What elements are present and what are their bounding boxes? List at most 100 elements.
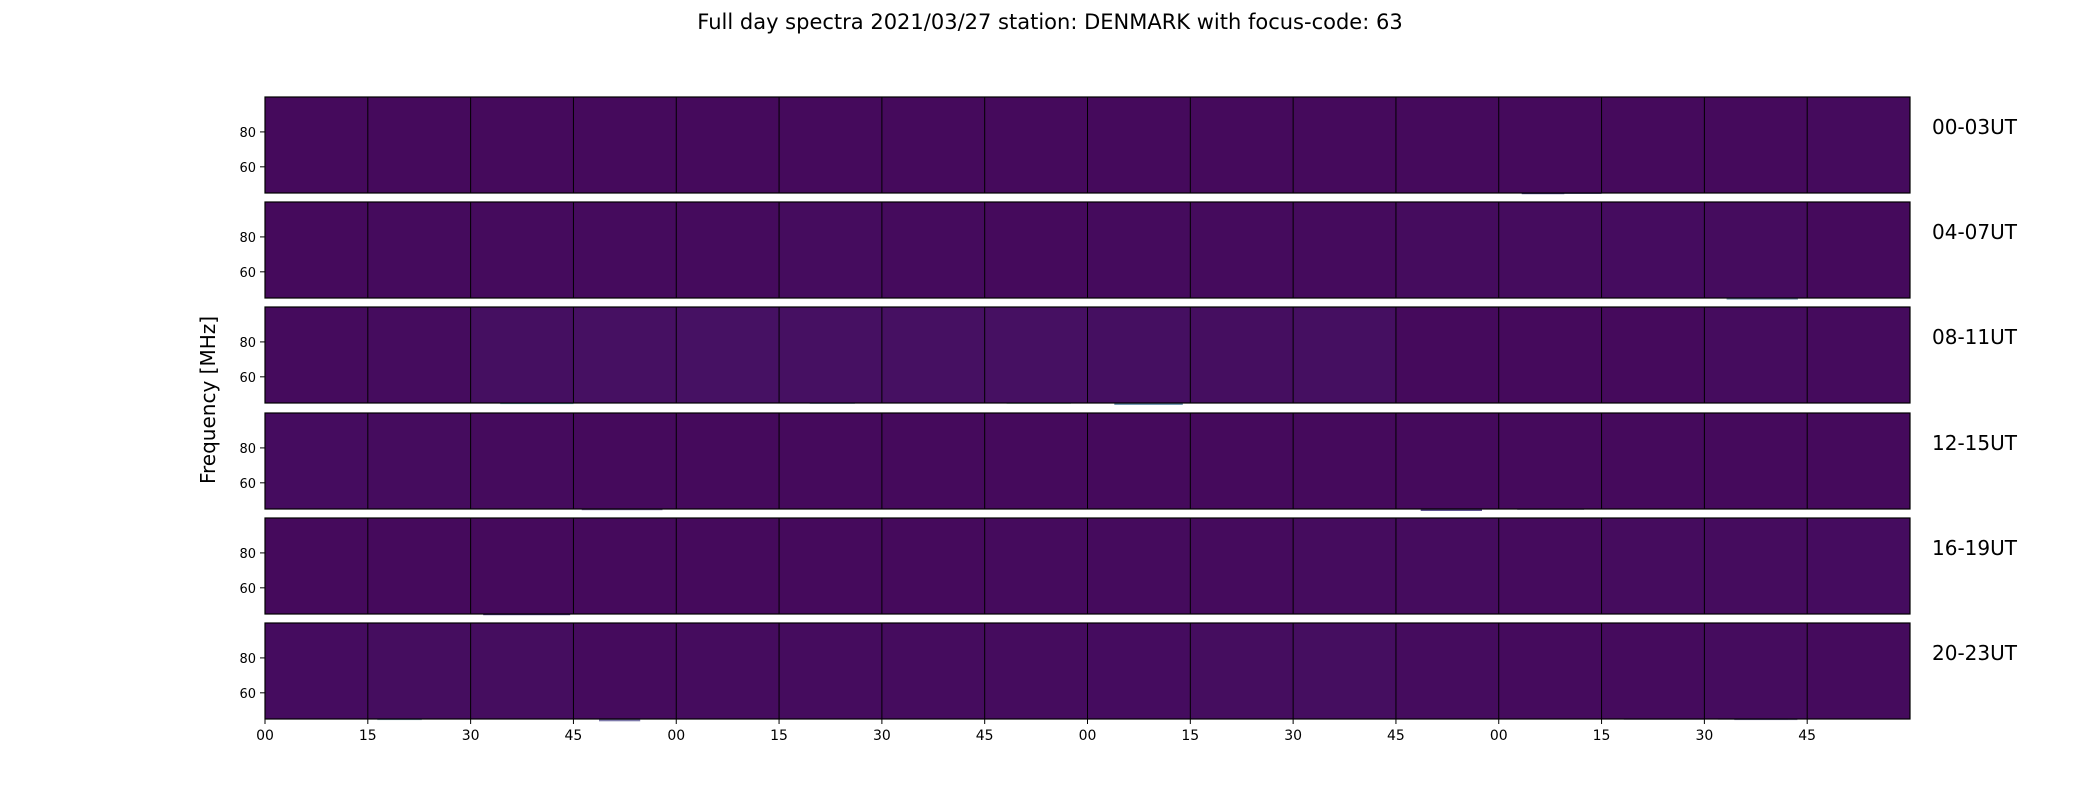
spectrum-panel: [984, 413, 1088, 509]
y-tick-label: 80: [239, 442, 256, 457]
spectrum-panel: [1807, 307, 1910, 403]
y-tick-label: 60: [239, 687, 256, 702]
y-tick-label: 80: [239, 336, 256, 351]
x-tick-label: 30: [873, 728, 891, 744]
spectrum-panel: [573, 202, 677, 298]
spectrum-panel: [779, 97, 882, 193]
spectrum-panel: [1190, 307, 1294, 403]
spectrum-panel: [1498, 623, 1602, 719]
y-tick-label: 60: [239, 266, 256, 281]
spectrum-panel: [676, 518, 780, 614]
row-frame: [264, 412, 1911, 510]
x-tick-label: 30: [1695, 728, 1713, 744]
spectrum-panel: [265, 413, 368, 509]
x-tick-label: 45: [1387, 728, 1405, 744]
row-frame: [264, 96, 1911, 194]
row-frame: [264, 201, 1911, 299]
spectrum-panel: [1498, 307, 1602, 403]
x-tick-label: 30: [462, 728, 480, 744]
y-tick-label: 80: [239, 547, 256, 562]
y-tick-label: 60: [239, 477, 256, 492]
spectrum-panel: [1087, 413, 1191, 509]
spectrum-panel: [984, 97, 1088, 193]
spectrum-panel: [881, 623, 985, 719]
x-tick-label: 45: [976, 728, 994, 744]
chart-title: Full day spectra 2021/03/27 station: DEN…: [697, 10, 1403, 34]
spectrum-panel: [676, 307, 780, 403]
spectrum-panel: [1601, 623, 1705, 719]
spectrum-panel: [779, 518, 882, 614]
spectrum-panel: [367, 413, 471, 509]
spectrum-panel: [1807, 97, 1910, 193]
x-tick-label: 00: [256, 728, 274, 744]
spectrum-panel: [573, 518, 677, 614]
spectrum-panel: [1601, 202, 1705, 298]
spectrum-panel: [573, 97, 677, 193]
spectrum-panel: [1395, 307, 1499, 403]
spectrum-panel: [1704, 97, 1808, 193]
spectrum-panel: [1087, 307, 1191, 403]
x-tick-label: 15: [1181, 728, 1199, 744]
spectrum-panel: [1807, 413, 1910, 509]
spectrum-panel: [367, 97, 471, 193]
spectrum-panel: [1704, 202, 1808, 298]
spectrum-panel: [779, 307, 882, 403]
spectrum-panel: [1498, 202, 1602, 298]
spectrum-panel: [984, 307, 1088, 403]
row-time-label: 00-03UT: [1932, 115, 2018, 139]
spectrum-panel: [676, 413, 780, 509]
spectrum-panel: [1498, 518, 1602, 614]
spectrum-panel: [265, 518, 368, 614]
spectrum-panel: [1807, 202, 1910, 298]
spectrum-panel: [573, 307, 677, 403]
spectrum-panel: [1087, 97, 1191, 193]
spectrum-panel: [367, 623, 471, 719]
row-time-label: 08-11UT: [1932, 325, 2018, 349]
spectrum-panel: [676, 97, 780, 193]
row-time-label: 20-23UT: [1932, 641, 2018, 665]
spectrum-panel: [470, 518, 574, 614]
spectrum-panel: [881, 202, 985, 298]
x-tick-label: 30: [1284, 728, 1302, 744]
spectrum-panel: [470, 97, 574, 193]
x-tick-label: 00: [1490, 728, 1508, 744]
x-tick-label: 15: [1593, 728, 1611, 744]
x-tick-label: 00: [667, 728, 685, 744]
x-tick-label: 15: [359, 728, 377, 744]
spectrum-panel: [265, 202, 368, 298]
x-tick-label: 45: [1798, 728, 1816, 744]
spectra-row: 60 80 16-19UT: [239, 517, 2018, 615]
spectrum-panel: [573, 623, 677, 719]
y-tick-label: 60: [239, 371, 256, 386]
spectrum-panel: [470, 623, 574, 719]
spectrum-panel: [1293, 518, 1396, 614]
spectrum-panel: [367, 202, 471, 298]
spectrum-panel: [1293, 202, 1396, 298]
spectrum-panel: [367, 518, 471, 614]
x-tick-label: 15: [770, 728, 788, 744]
y-tick-label: 80: [239, 231, 256, 246]
spectrum-panel: [881, 307, 985, 403]
spectrum-panel: [779, 202, 882, 298]
spectrum-panel: [1395, 413, 1499, 509]
spectrum-panel: [1395, 202, 1499, 298]
spectrum-panel: [1293, 307, 1396, 403]
spectrum-panel: [1601, 307, 1705, 403]
spectrum-panel: [1087, 518, 1191, 614]
spectrum-panel: [1704, 623, 1808, 719]
row-frame: [264, 517, 1911, 615]
spectrum-panel: [1704, 307, 1808, 403]
spectrum-panel: [265, 307, 368, 403]
spectrum-panel: [470, 307, 574, 403]
x-tick-label: 45: [565, 728, 583, 744]
row-frame: [264, 306, 1911, 404]
spectrum-panel: [470, 202, 574, 298]
spectrum-panel: [1601, 518, 1705, 614]
spectrum-panel: [1498, 413, 1602, 509]
spectrum-panel: [367, 307, 471, 403]
spectra-row: 60 80 20-23UT: [239, 622, 2018, 720]
spectrum-panel: [1293, 623, 1396, 719]
y-tick-label: 80: [239, 126, 256, 141]
